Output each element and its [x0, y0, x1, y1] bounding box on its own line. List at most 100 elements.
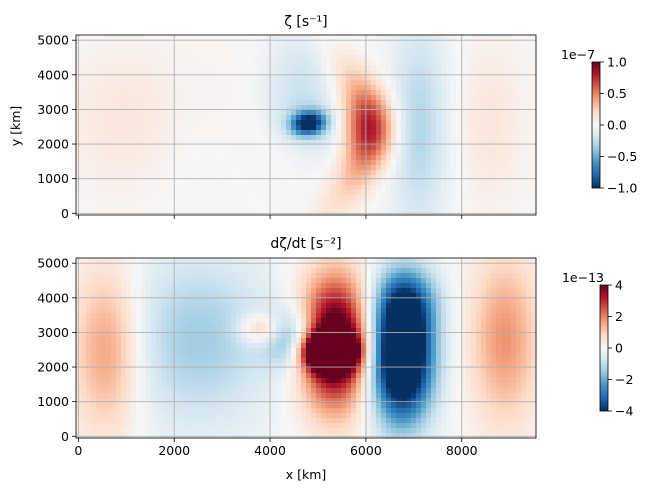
heatmap-cell [226, 288, 232, 294]
heatmap-cell [366, 75, 372, 81]
heatmap-cell [256, 343, 262, 349]
heatmap-cell [491, 268, 497, 274]
heatmap-cell [281, 140, 287, 146]
heatmap-cell [101, 293, 107, 299]
heatmap-cell [176, 40, 182, 46]
heatmap-cell [146, 155, 152, 161]
heatmap-cell [321, 55, 327, 61]
heatmap-cell [376, 298, 382, 304]
heatmap-cell [526, 278, 532, 284]
heatmap-cell [206, 165, 212, 171]
heatmap-cell [261, 100, 267, 106]
heatmap-cell [241, 150, 247, 156]
heatmap-cell [281, 205, 287, 211]
heatmap-cell [271, 313, 277, 319]
heatmap-cell [271, 130, 277, 136]
heatmap-cell [456, 313, 462, 319]
heatmap-cell [81, 333, 87, 339]
heatmap-cell [386, 125, 392, 131]
heatmap-cell [301, 65, 307, 71]
heatmap-cell [306, 55, 312, 61]
heatmap-cell [531, 140, 537, 146]
heatmap-cell [176, 45, 182, 51]
heatmap-cell [206, 95, 212, 101]
heatmap-cell [146, 80, 152, 86]
heatmap-cell [191, 210, 197, 216]
heatmap-cell [521, 273, 527, 279]
heatmap-cell [276, 70, 282, 76]
heatmap-cell [176, 293, 182, 299]
heatmap-cell [206, 115, 212, 121]
heatmap-cell [291, 343, 297, 349]
heatmap-cell [121, 90, 127, 96]
heatmap-cell [226, 278, 232, 284]
heatmap-cell [286, 35, 292, 41]
heatmap-cell [286, 165, 292, 171]
heatmap-cell [246, 268, 252, 274]
heatmap-cell [341, 175, 347, 181]
heatmap-cell [506, 145, 512, 151]
heatmap-cell [216, 343, 222, 349]
heatmap-cell [401, 268, 407, 274]
heatmap-cell [481, 95, 487, 101]
heatmap-cell [291, 298, 297, 304]
heatmap-cell [191, 328, 197, 334]
heatmap-cell [456, 195, 462, 201]
heatmap-cell [181, 90, 187, 96]
heatmap-cell [486, 135, 492, 141]
heatmap-cell [286, 75, 292, 81]
heatmap-cell [341, 100, 347, 106]
heatmap-cell [306, 160, 312, 166]
heatmap-cell [331, 165, 337, 171]
heatmap-cell [181, 323, 187, 329]
heatmap-cell [126, 205, 132, 211]
heatmap-cell [351, 155, 357, 161]
heatmap-cell [196, 258, 202, 264]
heatmap-cell [351, 110, 357, 116]
heatmap-cell [256, 323, 262, 329]
heatmap-cell [426, 130, 432, 136]
heatmap-cell [346, 210, 352, 216]
heatmap-cell [501, 273, 507, 279]
heatmap-cell [451, 278, 457, 284]
heatmap-cell [501, 323, 507, 329]
heatmap-cell [376, 293, 382, 299]
heatmap-cell [141, 273, 147, 279]
heatmap-cell [281, 160, 287, 166]
heatmap-cell [436, 210, 442, 216]
heatmap-cell [386, 308, 392, 314]
heatmap-cell [186, 210, 192, 216]
heatmap-cell [366, 328, 372, 334]
heatmap-cell [416, 125, 422, 131]
heatmap-cell [211, 50, 217, 56]
heatmap-cell [351, 35, 357, 41]
heatmap-cell [201, 55, 207, 61]
heatmap-cell [291, 110, 297, 116]
heatmap-cell [206, 333, 212, 339]
heatmap-cell [521, 60, 527, 66]
heatmap-cell [121, 120, 127, 126]
heatmap-cell [206, 210, 212, 216]
heatmap-cell [271, 288, 277, 294]
heatmap-cell [251, 298, 257, 304]
heatmap-cell [371, 195, 377, 201]
heatmap-cell [236, 75, 242, 81]
heatmap-cell [516, 60, 522, 66]
heatmap-cell [266, 40, 272, 46]
heatmap-cell [226, 70, 232, 76]
heatmap-cell [351, 343, 357, 349]
heatmap-cell [316, 35, 322, 41]
heatmap-cell [421, 115, 427, 121]
heatmap-cell [186, 258, 192, 264]
heatmap-cell [141, 60, 147, 66]
heatmap-cell [121, 45, 127, 51]
heatmap-cell [506, 135, 512, 141]
heatmap-cell [476, 55, 482, 61]
heatmap-cell [296, 333, 302, 339]
heatmap-cell [81, 175, 87, 181]
heatmap-cell [331, 293, 337, 299]
heatmap-cell [481, 145, 487, 151]
heatmap-cell [471, 105, 477, 111]
heatmap-cell [481, 210, 487, 216]
heatmap-cell [471, 288, 477, 294]
